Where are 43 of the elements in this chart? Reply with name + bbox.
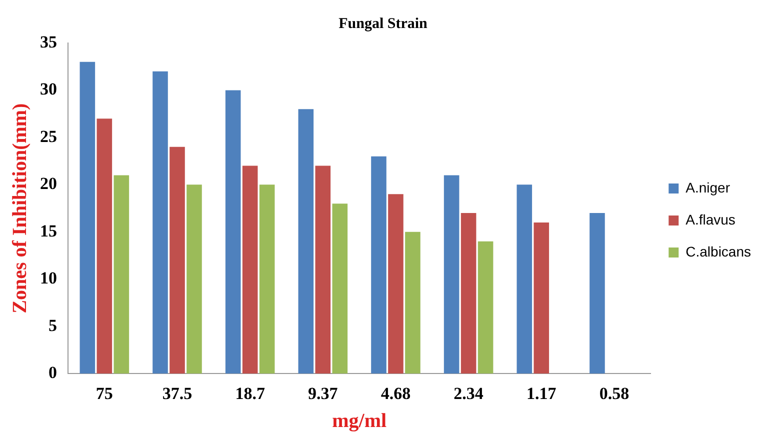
- legend-label: A.flavus: [686, 211, 736, 228]
- y-tick-label: 35: [40, 32, 57, 52]
- x-tick-label: 4.68: [380, 384, 411, 404]
- y-tick-label: 0: [48, 362, 57, 382]
- y-axis-title: Zones of Inhibition(mm): [9, 103, 32, 314]
- bar: [298, 109, 314, 374]
- legend-label: C.albicans: [686, 243, 752, 260]
- y-tick-label: 20: [40, 174, 57, 194]
- bar: [405, 232, 420, 374]
- legend-label: A.niger: [686, 179, 730, 196]
- bar: [332, 204, 348, 374]
- bar: [96, 118, 112, 374]
- y-tick-label: 15: [40, 221, 57, 240]
- bar: [259, 184, 275, 374]
- x-tick-label: 1.17: [526, 384, 557, 404]
- bar: [590, 213, 605, 374]
- x-tick-label: 2.34: [454, 384, 484, 404]
- bar: [225, 90, 241, 374]
- bar: [388, 194, 404, 374]
- bar: [460, 213, 476, 374]
- x-axis-title: mg/ml: [332, 410, 387, 432]
- bar: [371, 156, 386, 374]
- bar: [80, 62, 96, 374]
- bar: [444, 175, 460, 374]
- chart-title: Fungal Strain: [338, 16, 428, 32]
- x-tick-label: 0.58: [599, 384, 630, 404]
- y-tick-label: 25: [40, 126, 57, 146]
- x-tick-label: 9.37: [308, 384, 338, 404]
- bar: [152, 71, 168, 374]
- y-tick-label: 30: [40, 80, 57, 99]
- bar: [242, 166, 258, 374]
- y-tick-label: 10: [40, 268, 57, 288]
- x-tick-label: 37.5: [162, 384, 192, 404]
- x-tick-label: 18.7: [235, 384, 266, 404]
- bar: [186, 184, 202, 374]
- y-tick-label: 5: [48, 316, 57, 335]
- bar: [534, 222, 550, 374]
- bar: [478, 241, 494, 374]
- bar: [170, 146, 185, 374]
- x-tick-label: 75: [96, 384, 113, 404]
- bar: [315, 166, 331, 374]
- bar: [114, 175, 130, 374]
- bar: [516, 184, 532, 374]
